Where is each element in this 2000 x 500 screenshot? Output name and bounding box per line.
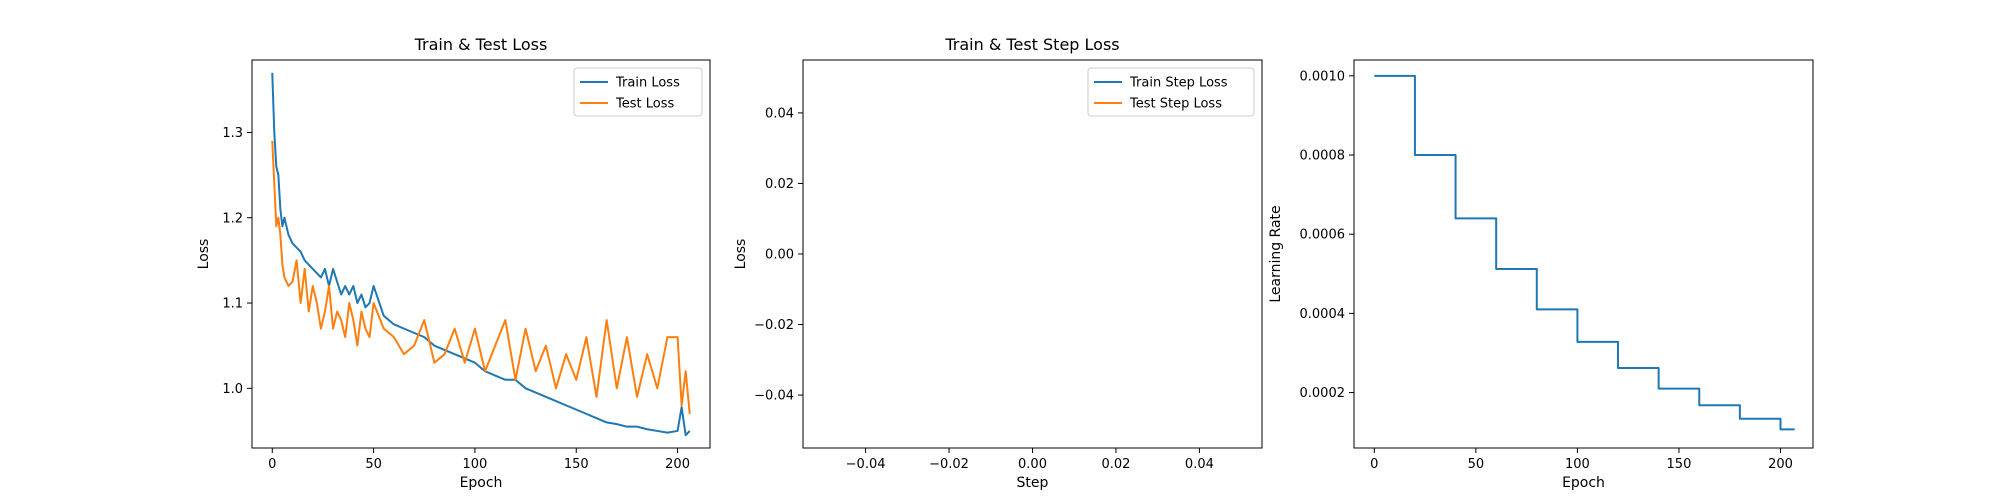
y-tick-label: 0.0008 — [1300, 149, 1346, 164]
x-tick-label: 150 — [564, 457, 589, 472]
x-tick-label: 0.02 — [1101, 457, 1130, 472]
series-line-1 — [1374, 74, 1795, 431]
chart-panel-1: 0 50 100 150 200 1.0 1.1 1.2 1.3 Train & Test Los… — [196, 35, 711, 491]
legend: Train Step Loss Test Step Loss — [1087, 67, 1255, 117]
y-tick-label: 0.0002 — [1300, 386, 1346, 401]
x-tick-label: 150 — [1667, 457, 1692, 472]
chart-panel-2: −0.04 −0.02 0.00 0.02 0.04 −0.04 −0.02 0.00 0.02… — [733, 35, 1263, 491]
x-tick-label: 0 — [1370, 457, 1378, 472]
legend-box — [1087, 67, 1255, 117]
y-tick-label: 0.02 — [765, 177, 794, 192]
legend-entry: Train Loss — [615, 76, 680, 91]
y-tick-label: 0.0004 — [1300, 307, 1346, 322]
x-tick-label: 100 — [1565, 457, 1590, 472]
y-axis-label: Loss — [196, 239, 212, 270]
y-tick-label: 1.3 — [222, 126, 243, 141]
x-tick-label: 100 — [463, 457, 488, 472]
x-tick-label: 200 — [1768, 457, 1793, 472]
x-tick-label: −0.02 — [929, 457, 969, 472]
chart-title: Train & Test Loss — [414, 35, 548, 54]
y-tick-label: 1.2 — [222, 211, 243, 226]
chart-panel-3: 0 50 100 150 200 0.0002 0.0004 0.0006 0.0008 0.00… — [1268, 59, 1814, 491]
legend: Train Loss Test Loss — [573, 67, 703, 117]
series-line-1 — [271, 72, 691, 437]
y-tick-label: 1.1 — [222, 297, 243, 312]
x-tick-label: 50 — [365, 457, 382, 472]
series-line-2 — [271, 140, 691, 414]
y-tick-label: 0.04 — [765, 106, 794, 121]
y-tick-label: 0.0010 — [1300, 69, 1346, 84]
legend-entry: Test Loss — [615, 97, 674, 112]
x-tick-label: 50 — [1468, 457, 1485, 472]
y-axis-label: Learning Rate — [1268, 205, 1284, 302]
y-tick-label: 0.00 — [765, 248, 794, 263]
y-tick-label: 1.0 — [222, 382, 243, 397]
y-axis-label: Loss — [733, 239, 749, 270]
x-tick-label: 0.04 — [1185, 457, 1214, 472]
y-tick-label: 0.0006 — [1300, 228, 1346, 243]
y-tick-label: −0.02 — [754, 318, 794, 333]
x-axis-label: Epoch — [1562, 475, 1605, 491]
chart-title: Train & Test Step Loss — [944, 35, 1119, 54]
x-tick-label: 0.00 — [1018, 457, 1047, 472]
legend-entry: Train Step Loss — [1129, 76, 1228, 91]
y-tick-label: −0.04 — [754, 389, 794, 404]
plot-frame — [1353, 59, 1814, 449]
x-tick-label: 200 — [665, 457, 690, 472]
x-tick-label: −0.04 — [846, 457, 886, 472]
plot-frame — [251, 59, 711, 449]
x-axis-label: Epoch — [460, 475, 503, 491]
legend-entry: Test Step Loss — [1129, 97, 1222, 112]
x-tick-label: 0 — [268, 457, 276, 472]
x-axis-label: Step — [1017, 475, 1049, 491]
plot-frame — [802, 59, 1263, 449]
